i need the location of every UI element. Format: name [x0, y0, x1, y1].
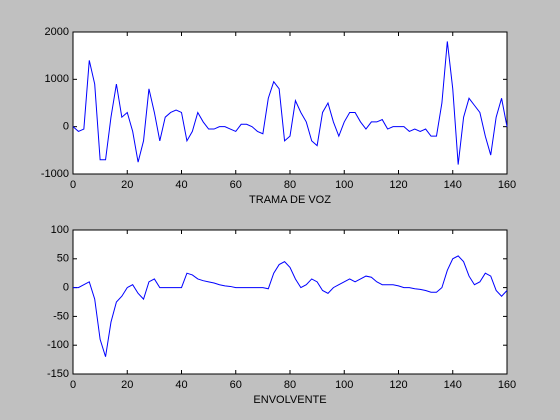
y-tick-label: -100	[47, 339, 69, 351]
x-tick-label: 20	[121, 179, 133, 191]
data-line	[73, 255, 508, 357]
x-tick-label: 120	[389, 379, 407, 391]
plot-area	[72, 31, 508, 175]
x-tick-label: 40	[175, 179, 187, 191]
y-tick-label: 1000	[45, 73, 69, 85]
x-axis-label: ENVOLVENTE	[253, 394, 326, 406]
data-line	[72, 41, 508, 165]
x-tick-label: 140	[444, 179, 462, 191]
x-tick-label: 0	[70, 179, 76, 191]
x-axis-label: TRAMA DE VOZ	[249, 194, 331, 206]
x-tick-label: 80	[284, 379, 296, 391]
x-tick-label: 140	[444, 379, 462, 391]
x-tick-label: 100	[335, 379, 353, 391]
x-tick-label: 0	[70, 379, 76, 391]
x-tick-label: 20	[121, 379, 133, 391]
x-tick-label: 60	[230, 179, 242, 191]
y-tick-label: -150	[47, 368, 69, 380]
y-tick-label: -1000	[41, 168, 69, 180]
x-tick-label: 160	[498, 379, 516, 391]
x-tick-label: 60	[230, 379, 242, 391]
x-tick-label: 100	[335, 179, 353, 191]
x-tick-label: 160	[498, 179, 516, 191]
y-tick-label: 50	[57, 253, 69, 265]
y-tick-label: 2000	[45, 26, 69, 38]
plot-area	[72, 229, 508, 375]
x-tick-label: 40	[175, 379, 187, 391]
y-tick-label: 100	[51, 224, 69, 236]
y-tick-label: 0	[63, 121, 69, 133]
y-tick-label: 0	[63, 282, 69, 294]
x-tick-label: 120	[389, 179, 407, 191]
x-tick-label: 80	[284, 179, 296, 191]
y-tick-label: -50	[53, 310, 69, 322]
